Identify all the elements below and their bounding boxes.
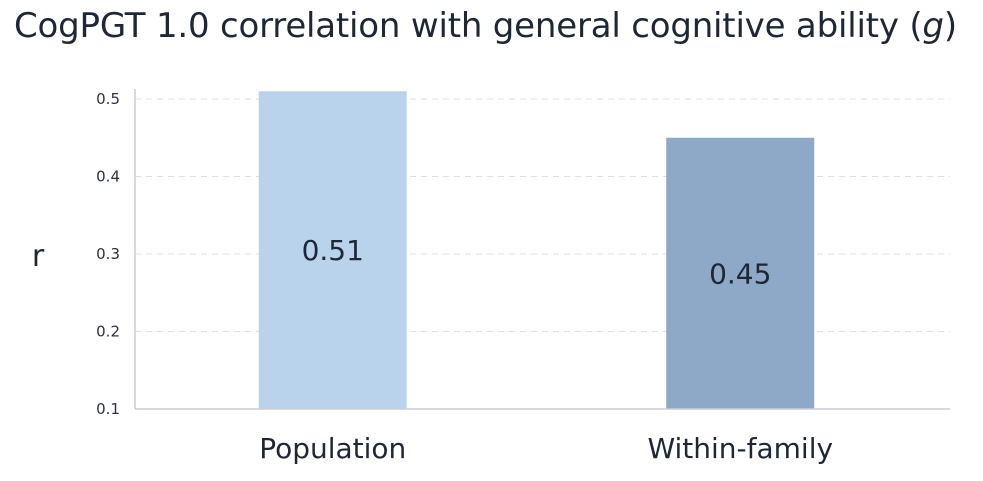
chart-title-main: CogPGT 1.0 correlation with general cogn… — [14, 6, 923, 46]
chart-title-close: ) — [943, 6, 957, 46]
bar-value-label: 0.51 — [302, 234, 364, 267]
bar-value-label: 0.45 — [709, 257, 771, 290]
y-tick-label: 0.2 — [96, 323, 120, 341]
y-tick-label: 0.3 — [96, 245, 120, 263]
x-category-label: Within-family — [647, 432, 833, 465]
y-axis-title: r — [32, 239, 45, 274]
y-tick-label: 0.5 — [96, 90, 120, 108]
bars — [258, 91, 815, 409]
grid-lines — [135, 98, 950, 332]
axes — [134, 89, 950, 410]
chart-title-g: g — [922, 6, 944, 46]
labels: 0.1 0.2 0.3 0.4 0.5 0.51 Population 0.45 Within-… — [32, 90, 833, 465]
bar-population — [258, 91, 407, 409]
y-tick-label: 0.4 — [96, 168, 120, 186]
bar-within-family — [666, 137, 815, 409]
x-category-label: Population — [259, 432, 406, 465]
chart-title: CogPGT 1.0 correlation with general cogn… — [14, 6, 957, 46]
y-tick-label: 0.1 — [96, 400, 120, 418]
